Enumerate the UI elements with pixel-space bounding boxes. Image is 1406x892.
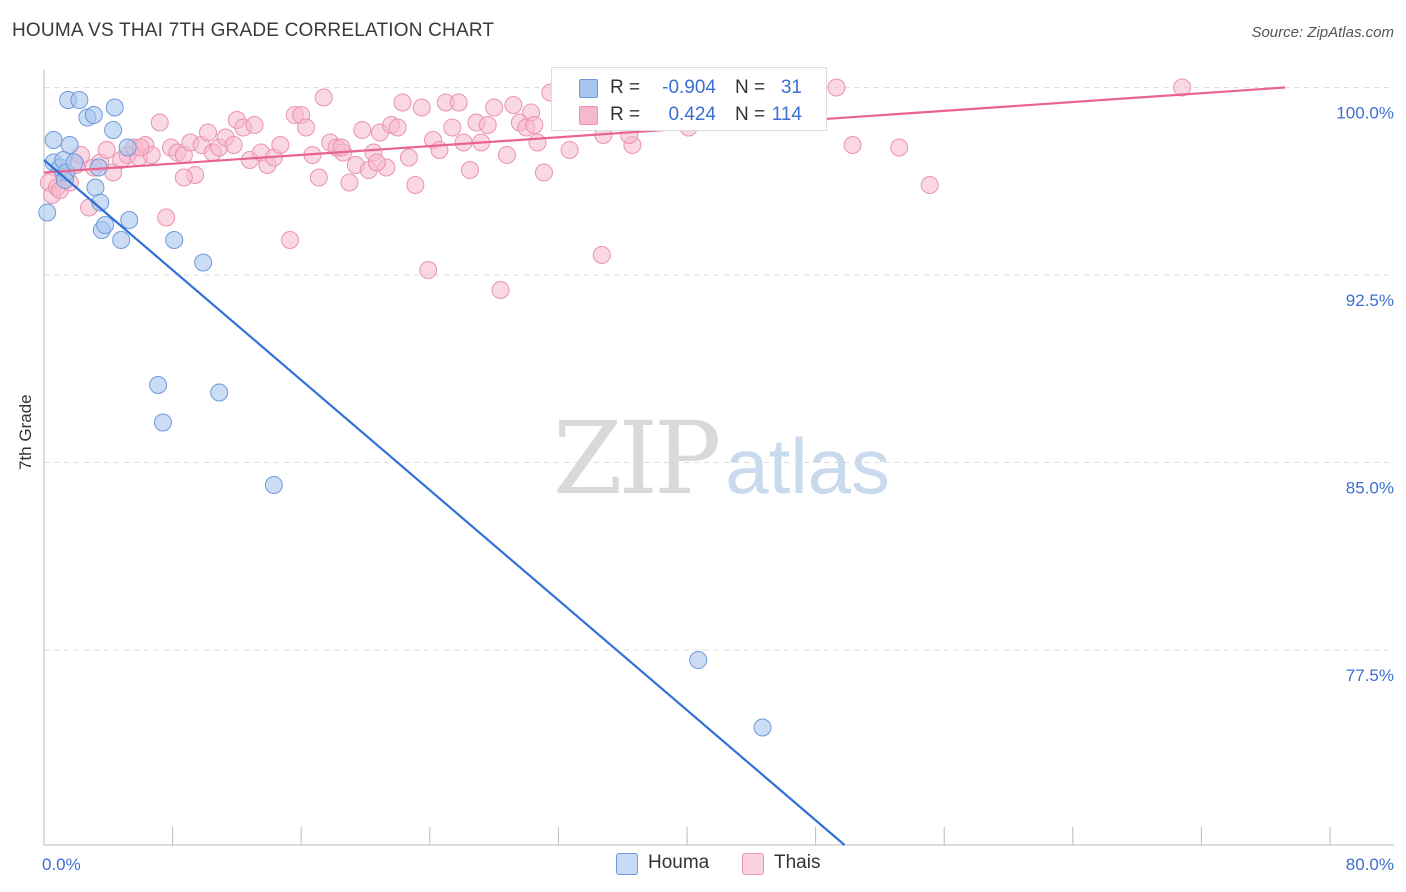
thais-point: [525, 116, 544, 134]
source-label: Source: ZipAtlas.com: [1251, 24, 1394, 41]
x-tick-label: 80.0%: [1346, 855, 1394, 874]
legend-n-value: 114: [771, 104, 802, 125]
houma-point: [70, 91, 89, 109]
houma-point: [65, 153, 84, 172]
legend-label-thais: Thais: [774, 852, 821, 873]
thais-point: [340, 173, 359, 192]
thais-point: [419, 261, 438, 279]
thais-point: [245, 116, 264, 134]
houma-point: [165, 231, 184, 249]
thais-point: [827, 78, 846, 97]
thais-point: [460, 161, 479, 179]
houma-trend-line: [43, 159, 846, 846]
chart-title: HOUMA VS THAI 7TH GRADE CORRELATION CHAR…: [12, 20, 495, 41]
thais-point: [449, 93, 468, 112]
thais-point: [353, 121, 372, 139]
thais-point: [478, 116, 497, 134]
thais-point: [198, 123, 217, 142]
legend-row-houma: R = -0.904 N = 31: [552, 74, 826, 102]
thais-point: [485, 98, 504, 117]
thais-point: [367, 153, 386, 172]
legend-n-label: N =: [735, 104, 766, 125]
y-tick-label: 100.0%: [1336, 104, 1394, 123]
thais-point: [271, 136, 290, 154]
legend-swatch-thais: [579, 106, 598, 125]
thais-point: [843, 136, 862, 154]
thais-point: [97, 141, 116, 159]
houma-point: [194, 253, 213, 272]
thais-point: [157, 208, 176, 227]
houma-point: [60, 136, 79, 154]
thais-point: [399, 148, 418, 167]
thais-point: [560, 141, 579, 159]
legend-label-houma: Houma: [648, 852, 710, 873]
thais-point: [224, 136, 243, 154]
thais-point: [443, 118, 462, 137]
y-tick-label: 85.0%: [1346, 479, 1394, 498]
houma-point: [104, 121, 123, 139]
thais-point: [406, 176, 425, 194]
legend-swatch-thais: [742, 853, 764, 875]
thais-point: [491, 281, 510, 299]
houma-point: [153, 413, 172, 432]
thais-point: [309, 168, 328, 187]
thais-point: [592, 246, 611, 264]
houma-point: [84, 106, 103, 124]
thais-point: [393, 93, 412, 112]
legend-r-value: -0.904: [662, 77, 716, 98]
legend-swatch-houma: [616, 853, 638, 875]
thais-point: [314, 88, 333, 107]
houma-point: [120, 211, 139, 229]
legend-r-label: R =: [610, 77, 641, 98]
y-tick-label: 92.5%: [1346, 291, 1394, 310]
houma-point: [96, 216, 115, 234]
thais-point: [412, 98, 431, 117]
stats-legend: R = -0.904 N = 31 R = 0.424 N = 114: [551, 67, 827, 131]
thais-point: [920, 176, 939, 194]
thais-point: [890, 138, 909, 157]
houma-point: [753, 718, 772, 737]
watermark-zip: ZIP: [553, 400, 721, 517]
thais-point: [297, 118, 316, 137]
legend-r-value: 0.424: [668, 104, 716, 125]
series-legend: Houma Thais: [0, 852, 1406, 878]
thais-point: [497, 146, 516, 164]
houma-point: [112, 231, 131, 249]
x-tick-label: 0.0%: [42, 855, 81, 874]
houma-point: [105, 98, 124, 117]
y-tick-label: 77.5%: [1346, 666, 1394, 685]
legend-n-label: N =: [735, 77, 766, 98]
houma-point: [91, 193, 110, 212]
thais-point: [1173, 78, 1192, 97]
thais-point: [174, 168, 193, 187]
thais-point: [388, 118, 407, 137]
houma-point: [264, 476, 283, 494]
legend-row-thais: R = 0.424 N = 114: [552, 101, 826, 129]
legend-r-label: R =: [610, 104, 641, 125]
houma-point: [210, 383, 229, 402]
thais-point: [280, 231, 299, 249]
thais-point: [534, 163, 553, 182]
houma-point: [86, 178, 105, 197]
thais-point: [528, 133, 547, 152]
houma-point: [689, 651, 708, 669]
thais-point: [504, 96, 523, 114]
houma-point: [118, 138, 137, 157]
thais-point: [150, 113, 169, 132]
houma-point: [149, 376, 168, 394]
legend-swatch-houma: [579, 79, 598, 98]
houma-point: [44, 131, 63, 149]
watermark-atlas: atlas: [725, 422, 891, 510]
houma-point: [38, 203, 57, 222]
watermark: ZIP atlas: [553, 400, 890, 517]
legend-n-value: 31: [780, 77, 802, 98]
